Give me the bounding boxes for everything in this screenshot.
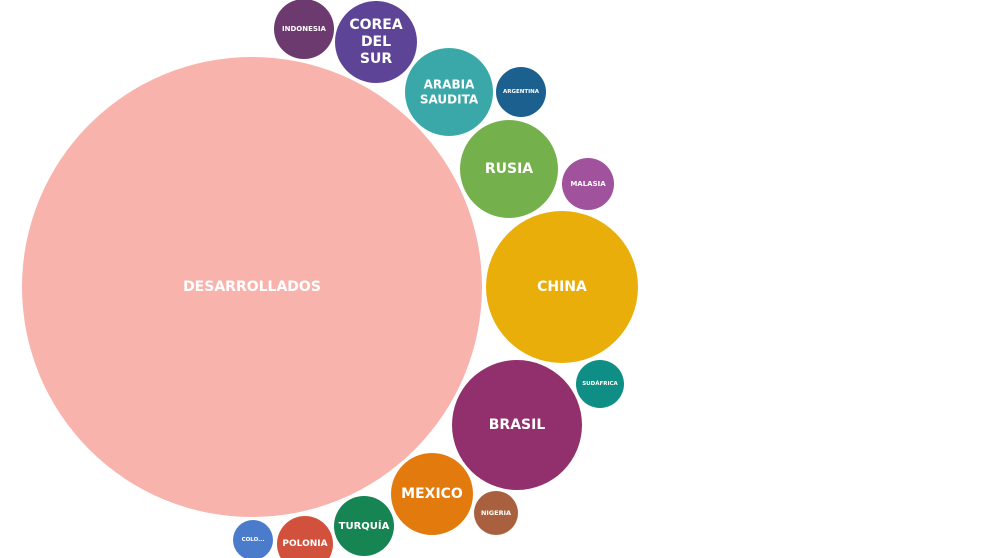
bubble-label-arabia-saudita: ARABIA SAUDITA (420, 78, 479, 107)
bubble-china[interactable] (486, 211, 638, 363)
bubble-label-mexico: MEXICO (401, 486, 463, 502)
bubble-argentina[interactable] (496, 67, 546, 117)
bubble-colo[interactable] (233, 520, 273, 558)
bubble-label-turquia: TURQUÍA (339, 519, 390, 532)
bubble-label-indonesia: INDONESIA (282, 25, 327, 33)
bubble-label-colo: COLO... (242, 537, 265, 543)
bubble-rusia[interactable] (460, 120, 558, 218)
bubble-label-sudafrica: SUDÁFRICA (582, 380, 618, 387)
bubble-corea-del-sur[interactable] (335, 1, 417, 83)
bubble-label-argentina: ARGENTINA (503, 89, 540, 95)
bubble-sudafrica[interactable] (576, 360, 624, 408)
bubble-label-malasia: MALASIA (570, 180, 606, 188)
bubble-malasia[interactable] (562, 158, 614, 210)
bubble-label-polonia: POLONIA (282, 539, 327, 549)
bubble-turquia[interactable] (334, 496, 394, 556)
bubble-desarrollados[interactable] (22, 57, 482, 517)
bubble-label-china: CHINA (537, 279, 587, 295)
bubble-brasil[interactable] (452, 360, 582, 490)
bubble-label-desarrollados: DESARROLLADOS (183, 279, 321, 295)
bubble-label-corea-del-sur: COREA DEL SUR (349, 17, 403, 67)
bubble-label-nigeria: NIGERIA (481, 509, 511, 517)
bubble-indonesia[interactable] (274, 0, 334, 59)
bubble-label-rusia: RUSIA (485, 161, 533, 177)
bubble-polonia[interactable] (277, 516, 333, 558)
bubble-nigeria[interactable] (474, 491, 518, 535)
bubble-label-brasil: BRASIL (489, 417, 546, 433)
bubble-mexico[interactable] (391, 453, 473, 535)
bubble-arabia-saudita[interactable] (405, 48, 493, 136)
